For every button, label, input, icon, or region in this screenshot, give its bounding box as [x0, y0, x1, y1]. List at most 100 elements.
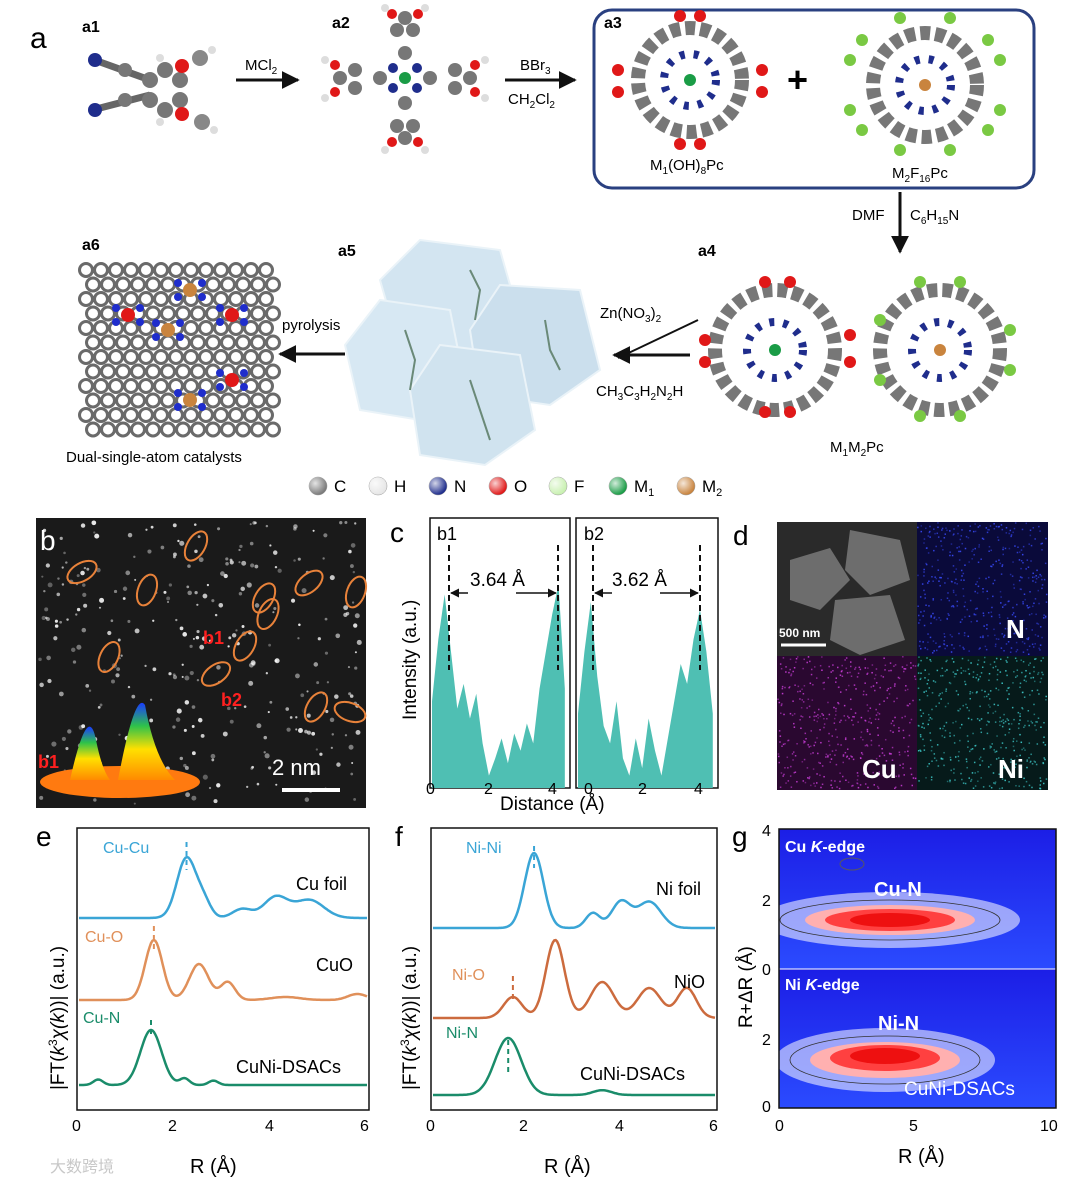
panel-label-b: b [40, 525, 56, 556]
exafs-series [79, 938, 368, 1002]
exafs-f-frame [430, 827, 718, 1111]
mim-label: CH3C3H2N2H [596, 383, 683, 403]
haadf-circled-pairs [66, 530, 368, 724]
legend-label: F [574, 477, 584, 496]
panel-label-g: g [732, 821, 748, 852]
panel-label-a5: a5 [338, 243, 356, 260]
eds-particles [790, 530, 910, 655]
panel-label-a2: a2 [332, 15, 350, 32]
panel-label-c: c [390, 517, 404, 548]
wt-dsac: CuNi-DSACs [904, 1079, 1015, 1100]
haadf-3d-inset [40, 702, 200, 798]
tick: 0 [775, 1118, 784, 1135]
wt-ylabel: R+ΔR (Å) [736, 946, 757, 1028]
exafs-e-frame [76, 827, 370, 1111]
plus-sign: + [787, 59, 808, 100]
cu-cu-label: Cu-Cu [103, 840, 149, 857]
eds-n-label: N [1006, 614, 1025, 644]
tea-label: C6H15N [910, 207, 959, 227]
panel-label-a4: a4 [698, 243, 716, 260]
cu-o-label: Cu-O [85, 929, 123, 946]
ni-o-label: Ni-O [452, 967, 485, 984]
tick: 0 [426, 1118, 435, 1135]
m2-f16-pc-molecule [844, 12, 1006, 156]
metal-site [183, 283, 197, 297]
dsac-lattice [78, 262, 281, 440]
eds-noise [777, 522, 1048, 790]
tick: 2 [519, 1118, 528, 1135]
exafs-series [79, 855, 367, 920]
a3-box [592, 8, 1036, 190]
profile-b2-area [578, 602, 713, 788]
m1-oh8-pc-label: M1(OH)8Pc [650, 157, 724, 177]
panel-label-a6: a6 [82, 237, 100, 254]
dsac-label: Dual-single-atom catalysts [66, 449, 242, 466]
wt-xlabel: R (Å) [898, 1145, 945, 1168]
ni-n-label: Ni-N [446, 1025, 478, 1042]
profile-d2: 3.62 Å [612, 570, 667, 591]
tick: 0 [584, 781, 593, 798]
exafs-e-ylabel: |FT(k3χ(k))| (a.u.) [46, 946, 69, 1090]
a2-molecule [321, 4, 489, 154]
metal-site [225, 373, 239, 387]
element-legend: C H N O F M1 M2 [308, 476, 722, 499]
tick: 2 [484, 781, 493, 798]
tick: 0 [426, 781, 435, 798]
wt-ni-n: Ni-N [878, 1013, 919, 1035]
exafs-e-xlabel: R (Å) [190, 1155, 237, 1178]
eds-scale-label: 500 nm [779, 626, 820, 640]
arrow1-label: MCl2 [245, 57, 278, 77]
tick: 10 [1040, 1118, 1058, 1135]
wt-cu-edge: Cu K-edge [785, 839, 865, 856]
tick: 2 [762, 893, 771, 910]
eds-ni-map [917, 656, 1048, 790]
exafs-e-lines [79, 842, 368, 1087]
legend-label: M1 [634, 477, 654, 499]
tick: 4 [762, 823, 771, 840]
haadf-b2-label: b2 [221, 690, 242, 710]
zif-crystals [343, 238, 602, 467]
exafs-series [433, 1036, 715, 1097]
zn-label: Zn(NO3)2 [600, 305, 662, 325]
panel-label-e: e [36, 821, 52, 852]
haadf-atoms [38, 520, 362, 805]
legend-label: H [394, 477, 406, 496]
wt-ni-contour [775, 1028, 995, 1092]
haadf-b1-label: b1 [203, 628, 224, 648]
cu-foil-label: Cu foil [296, 874, 347, 894]
tick: 4 [694, 781, 703, 798]
panel-label-f: f [395, 821, 403, 852]
haadf-inset-label: b1 [38, 752, 59, 772]
tick: 6 [709, 1118, 718, 1135]
ni-foil-label: Ni foil [656, 879, 701, 899]
panel-label-a3: a3 [604, 15, 622, 32]
m1-oh8-pc-molecule [612, 10, 768, 150]
profile-xlabel: Distance (Å) [500, 794, 605, 815]
panel-label-d: d [733, 520, 749, 551]
tick: 6 [360, 1118, 369, 1135]
profile-b1-area [432, 584, 565, 788]
metal-site [121, 308, 135, 322]
tick: 2 [762, 1032, 771, 1049]
tick: 0 [762, 962, 771, 979]
nio-label: NiO [674, 972, 705, 992]
tick: 5 [909, 1118, 918, 1135]
exafs-f-ylabel: |FT(k3χ(k))| (a.u.) [398, 946, 421, 1090]
tick: 4 [265, 1118, 274, 1135]
a1-molecule [88, 46, 218, 134]
tick: 0 [762, 1099, 771, 1116]
legend-label: C [334, 477, 346, 496]
haadf-scale-label: 2 nm [272, 755, 321, 780]
tick: 0 [72, 1118, 81, 1135]
panel-label-a: a [30, 22, 47, 55]
exafs-series [433, 938, 716, 1020]
m2-f16-pc-label: M2F16Pc [892, 165, 948, 185]
wt-cu-n: Cu-N [874, 879, 922, 901]
tick: 4 [615, 1118, 624, 1135]
cuo-label: CuO [316, 955, 353, 975]
watermark: 大数跨境 [50, 1157, 114, 1176]
exafs-f-xlabel: R (Å) [544, 1155, 591, 1178]
legend-label: M2 [702, 477, 722, 499]
ni-dsac-label: CuNi-DSACs [580, 1064, 685, 1084]
